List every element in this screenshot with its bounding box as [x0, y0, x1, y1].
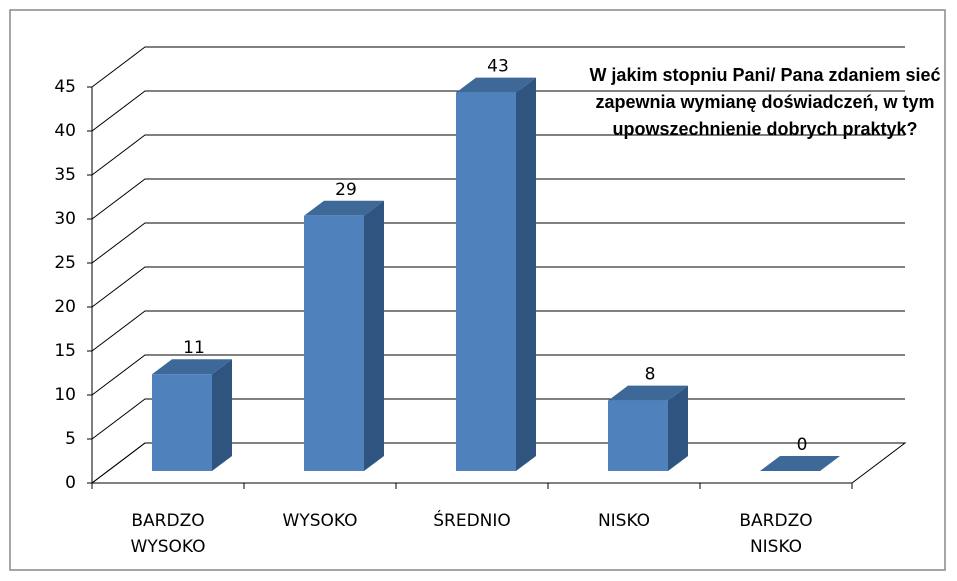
- bar-top: [456, 77, 536, 93]
- x-tick-label: WYSOKO: [282, 511, 358, 531]
- bar-top: [608, 385, 688, 401]
- bar: [608, 400, 668, 471]
- value-label: 43: [487, 57, 509, 77]
- chart-title: W jakim stopniu Pani/ Pana zdaniem sieć …: [589, 65, 941, 139]
- y-tick-label: 10: [54, 385, 76, 405]
- bar-side: [668, 385, 688, 471]
- y-tick-label: 45: [54, 77, 76, 97]
- bar-top: [152, 359, 232, 375]
- y-tick-label: 35: [54, 165, 76, 185]
- grid-line: [91, 46, 905, 88]
- bar-top: [304, 200, 384, 216]
- y-tick-label: 5: [65, 429, 76, 449]
- grid-line: [91, 354, 905, 396]
- x-tick-label: NISKO: [597, 511, 651, 531]
- bar: [152, 374, 212, 471]
- y-tick-label: 40: [54, 121, 76, 141]
- y-tick-label: 0: [65, 473, 76, 493]
- x-tick-label: ŚREDNIO: [433, 511, 511, 531]
- bar: [456, 92, 516, 471]
- y-tick-label: 20: [54, 297, 76, 317]
- bar-side: [516, 77, 536, 471]
- x-tick-label: BARDZO WYSOKO: [130, 511, 206, 557]
- y-tick-label: 30: [54, 209, 76, 229]
- value-label: 0: [797, 435, 808, 455]
- x-tick-label: BARDZO NISKO: [739, 511, 813, 557]
- value-label: 8: [645, 365, 656, 385]
- y-tick-label: 15: [54, 341, 76, 361]
- grid-line: [91, 90, 905, 132]
- grid-line: [91, 222, 905, 264]
- grid-line: [91, 178, 905, 220]
- grid-line: [91, 310, 905, 352]
- value-label: 11: [183, 338, 205, 358]
- bar-side: [212, 359, 232, 471]
- value-label: 29: [335, 180, 357, 200]
- bar-top: [760, 456, 840, 471]
- bar-side: [364, 200, 384, 472]
- y-tick-label: 25: [54, 253, 76, 273]
- bar: [304, 215, 364, 471]
- grid-line: [91, 266, 905, 308]
- grid-line: [91, 134, 905, 176]
